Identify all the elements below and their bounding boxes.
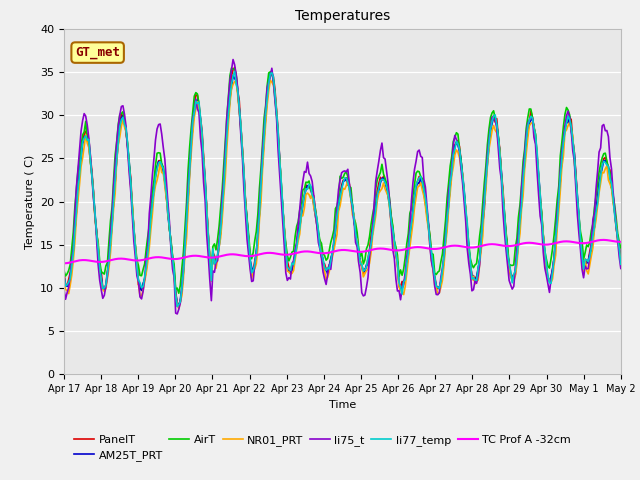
TC Prof A -32cm bbox=[617, 239, 625, 245]
NR01_PRT bbox=[129, 201, 136, 206]
li77_temp bbox=[248, 270, 255, 276]
PanelT bbox=[231, 65, 239, 71]
li77_temp bbox=[129, 205, 136, 211]
NR01_PRT bbox=[228, 86, 236, 92]
li75_t bbox=[229, 57, 237, 62]
PanelT bbox=[307, 186, 314, 192]
PanelT bbox=[173, 303, 181, 309]
AM25T_PRT bbox=[246, 257, 254, 263]
Line: AirT: AirT bbox=[64, 68, 621, 293]
NR01_PRT bbox=[589, 245, 596, 251]
NR01_PRT bbox=[246, 264, 254, 269]
Line: AM25T_PRT: AM25T_PRT bbox=[64, 71, 621, 307]
Legend: PanelT, AM25T_PRT, AirT, NR01_PRT, li75_t, li77_temp, TC Prof A -32cm: PanelT, AM25T_PRT, AirT, NR01_PRT, li75_… bbox=[70, 430, 575, 466]
Line: PanelT: PanelT bbox=[64, 68, 621, 306]
TC Prof A -32cm bbox=[303, 249, 311, 254]
PanelT bbox=[228, 73, 236, 79]
AM25T_PRT bbox=[60, 274, 68, 279]
AM25T_PRT bbox=[228, 85, 236, 91]
AM25T_PRT bbox=[589, 237, 596, 242]
li75_t bbox=[307, 173, 314, 179]
AirT bbox=[617, 245, 625, 251]
PanelT bbox=[248, 269, 255, 275]
AirT bbox=[229, 66, 237, 72]
li75_t bbox=[257, 177, 265, 182]
Line: li77_temp: li77_temp bbox=[64, 72, 621, 307]
TC Prof A -32cm bbox=[586, 240, 594, 245]
NR01_PRT bbox=[60, 278, 68, 284]
AirT bbox=[257, 165, 265, 171]
PanelT bbox=[617, 256, 625, 262]
TC Prof A -32cm bbox=[60, 261, 68, 266]
li77_temp bbox=[228, 81, 236, 87]
AM25T_PRT bbox=[268, 68, 276, 73]
X-axis label: Time: Time bbox=[329, 400, 356, 409]
li75_t bbox=[248, 278, 255, 284]
NR01_PRT bbox=[175, 306, 182, 312]
Y-axis label: Temperature ( C): Temperature ( C) bbox=[24, 155, 35, 249]
AM25T_PRT bbox=[617, 259, 625, 265]
NR01_PRT bbox=[266, 77, 274, 83]
NR01_PRT bbox=[617, 259, 625, 264]
li77_temp bbox=[617, 262, 625, 267]
TC Prof A -32cm bbox=[244, 253, 252, 259]
li77_temp bbox=[173, 304, 181, 310]
Line: li75_t: li75_t bbox=[64, 60, 621, 314]
NR01_PRT bbox=[307, 195, 314, 201]
li77_temp bbox=[60, 273, 68, 279]
Text: GT_met: GT_met bbox=[75, 46, 120, 59]
AirT bbox=[129, 201, 136, 207]
li77_temp bbox=[307, 182, 314, 188]
AirT bbox=[589, 221, 596, 227]
AirT bbox=[175, 290, 182, 296]
TC Prof A -32cm bbox=[254, 252, 262, 258]
NR01_PRT bbox=[255, 217, 263, 223]
AirT bbox=[60, 268, 68, 274]
li75_t bbox=[129, 212, 136, 217]
AM25T_PRT bbox=[129, 206, 136, 212]
li75_t bbox=[173, 311, 181, 317]
li77_temp bbox=[257, 181, 265, 187]
AM25T_PRT bbox=[255, 208, 263, 214]
PanelT bbox=[60, 270, 68, 276]
li75_t bbox=[589, 217, 596, 223]
li75_t bbox=[617, 265, 625, 271]
AirT bbox=[248, 256, 255, 262]
li75_t bbox=[60, 287, 68, 292]
PanelT bbox=[129, 203, 136, 209]
li77_temp bbox=[231, 69, 239, 74]
PanelT bbox=[589, 235, 596, 241]
Line: TC Prof A -32cm: TC Prof A -32cm bbox=[64, 240, 621, 264]
li77_temp bbox=[589, 233, 596, 239]
AirT bbox=[307, 188, 314, 193]
TC Prof A -32cm bbox=[129, 257, 136, 263]
Title: Temperatures: Temperatures bbox=[295, 10, 390, 24]
TC Prof A -32cm bbox=[600, 237, 607, 243]
Line: NR01_PRT: NR01_PRT bbox=[64, 80, 621, 309]
li75_t bbox=[228, 67, 236, 73]
TC Prof A -32cm bbox=[226, 252, 234, 257]
AirT bbox=[228, 65, 236, 71]
PanelT bbox=[257, 180, 265, 186]
AM25T_PRT bbox=[307, 184, 314, 190]
AM25T_PRT bbox=[175, 304, 182, 310]
